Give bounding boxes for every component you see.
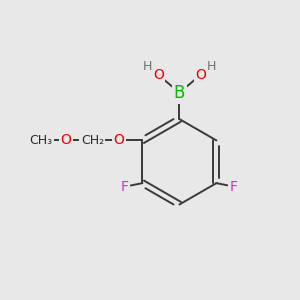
Text: F: F <box>121 180 129 194</box>
Text: H: H <box>207 60 217 73</box>
Text: O: O <box>195 68 206 82</box>
Text: O: O <box>61 134 71 147</box>
Text: O: O <box>113 134 124 147</box>
Text: B: B <box>174 84 185 102</box>
Text: H: H <box>142 60 152 73</box>
Text: CH₃: CH₃ <box>29 134 52 147</box>
Text: CH₂: CH₂ <box>81 134 104 147</box>
Text: O: O <box>153 68 164 82</box>
Text: F: F <box>230 180 238 194</box>
